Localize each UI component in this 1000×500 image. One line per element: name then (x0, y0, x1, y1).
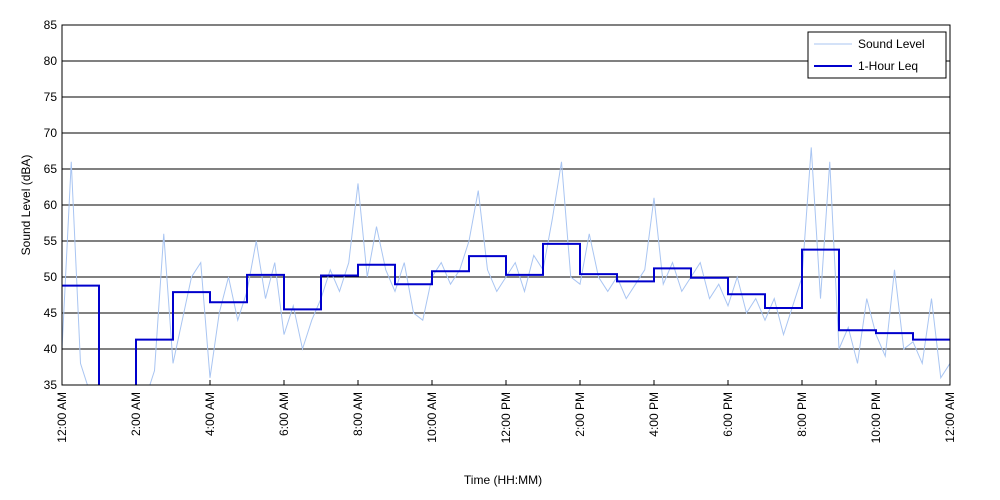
x-tick-label: 12:00 AM (55, 392, 69, 443)
x-tick-label: 4:00 AM (203, 392, 217, 436)
x-tick-label: 12:00 PM (499, 392, 513, 443)
y-tick-label: 55 (44, 234, 58, 248)
x-tick-label: 2:00 AM (129, 392, 143, 436)
x-tick-label: 12:00 AM (943, 392, 957, 443)
y-tick-label: 35 (44, 378, 58, 392)
x-tick-label: 4:00 PM (647, 392, 661, 437)
legend-label: 1-Hour Leq (858, 59, 918, 73)
x-tick-label: 6:00 AM (277, 392, 291, 436)
legend-label: Sound Level (858, 37, 925, 51)
x-tick-label: 8:00 AM (351, 392, 365, 436)
plot-lines (62, 147, 950, 385)
y-tick-label: 60 (44, 198, 58, 212)
y-tick-label: 45 (44, 306, 58, 320)
x-tick-label: 2:00 PM (573, 392, 587, 437)
y-tick-label: 50 (44, 270, 58, 284)
y-tick-label: 80 (44, 54, 58, 68)
y-tick-label: 70 (44, 126, 58, 140)
y-tick-label: 65 (44, 162, 58, 176)
x-tick-label: 6:00 PM (721, 392, 735, 437)
x-axis-label: Time (HH:MM) (464, 473, 542, 487)
plot-frame (61, 24, 951, 386)
y-tick-label: 75 (44, 90, 58, 104)
y-axis-label: Sound Level (dBA) (19, 155, 33, 256)
series-line (62, 242, 950, 385)
legend-box (807, 31, 947, 79)
x-tick-label: 8:00 PM (795, 392, 809, 437)
y-tick-label: 85 (44, 18, 58, 32)
x-tick-label: 10:00 PM (869, 392, 883, 443)
y-tick-label: 40 (44, 342, 58, 356)
x-tick-label: 10:00 AM (425, 392, 439, 443)
